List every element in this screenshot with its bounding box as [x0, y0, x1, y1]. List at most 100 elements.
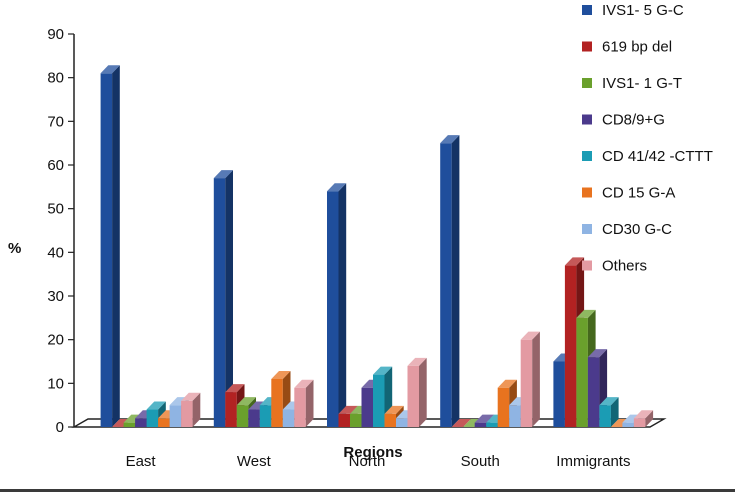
bar — [213, 170, 233, 427]
bars — [100, 65, 654, 428]
bar-front — [146, 409, 159, 427]
bar-side — [645, 410, 654, 427]
bar-top — [338, 405, 358, 414]
y-tick-label: 60 — [47, 157, 64, 174]
bar — [181, 392, 201, 427]
bar-front — [520, 339, 533, 427]
bar-front — [294, 387, 306, 427]
bar-top — [520, 331, 540, 340]
bar-front — [248, 409, 260, 427]
legend-swatch — [582, 78, 592, 88]
bar-front — [440, 143, 452, 427]
bar — [599, 397, 619, 427]
bar-side — [451, 135, 460, 427]
bar-front — [271, 378, 283, 427]
bar-side — [305, 379, 314, 427]
bar-front — [396, 418, 408, 427]
x-tick-label: South — [461, 453, 500, 470]
legend-swatch — [582, 151, 592, 161]
bar-top — [181, 392, 201, 401]
legend-item: Others — [582, 258, 647, 275]
bar-top — [271, 370, 291, 379]
bar-top — [599, 397, 619, 406]
bar-front — [486, 422, 498, 427]
legend-item: CD8/9+G — [582, 112, 665, 129]
legend-item: CD30 G-C — [582, 221, 672, 238]
bar-front — [282, 409, 295, 427]
bar-front — [633, 418, 646, 427]
y-tick-label: 20 — [47, 332, 64, 349]
bar-top — [440, 135, 460, 144]
bar-front — [384, 413, 396, 427]
bar-side — [192, 392, 201, 427]
legend-label: Others — [602, 258, 647, 275]
y-tick-label: 40 — [47, 244, 64, 261]
x-tick-label: East — [126, 453, 157, 470]
bar-top — [373, 366, 393, 375]
bar — [327, 183, 347, 427]
legend-swatch — [582, 5, 592, 15]
bar-front — [213, 178, 226, 427]
bar-front — [587, 357, 600, 427]
legend-label: IVS1- 5 G-C — [602, 2, 684, 19]
legend-label: CD30 G-C — [602, 221, 672, 238]
bar-front — [100, 73, 113, 428]
bar-top — [146, 401, 166, 410]
bar-front — [135, 418, 147, 427]
bar-front — [564, 265, 577, 427]
bar-side — [610, 397, 619, 427]
legend-label: IVS1- 1 G-T — [602, 75, 682, 92]
bar — [451, 419, 471, 427]
y-tick-label: 50 — [47, 201, 64, 218]
bar-top — [407, 357, 427, 366]
y-tick-label: 90 — [47, 26, 64, 43]
bar-front — [553, 361, 565, 427]
bar — [520, 331, 540, 427]
x-tick-label: Immigrants — [556, 453, 630, 470]
bar-top — [236, 397, 256, 406]
bar-top — [213, 170, 233, 179]
legend-label: CD8/9+G — [602, 112, 665, 129]
legend-item: CD 15 G-A — [582, 185, 675, 202]
legend-item: 619 bp del — [582, 39, 672, 56]
bar-front — [497, 387, 510, 427]
bar-front — [259, 405, 272, 427]
bar-front — [474, 422, 487, 427]
y-tick-label: 80 — [47, 70, 64, 87]
legend: IVS1- 5 G-C 619 bp del IVS1- 1 G-T CD8/9+G C… — [582, 2, 713, 275]
bar-front — [236, 405, 249, 427]
bar-front — [338, 413, 350, 427]
y-tick-label: 10 — [47, 375, 64, 392]
bar-front — [225, 392, 237, 427]
y-axis-label: % — [8, 240, 21, 257]
bar-front — [622, 422, 634, 427]
bar-side — [225, 170, 233, 427]
bar-top — [451, 419, 471, 427]
bar-side — [338, 183, 347, 427]
bar-top — [587, 349, 608, 358]
legend-item: IVS1- 5 G-C — [582, 2, 684, 19]
bar-front — [327, 191, 339, 427]
bar-front — [373, 374, 385, 427]
legend-label: 619 bp del — [602, 39, 672, 56]
bar — [100, 65, 120, 428]
bar-front — [407, 365, 419, 427]
bar-front — [123, 422, 136, 427]
bar-front — [350, 413, 362, 427]
bar-front — [599, 405, 611, 427]
y-axis: 0 10 20 30 40 50 60 70 80 90 — [47, 26, 75, 436]
legend-swatch — [582, 260, 592, 271]
bar-front — [169, 405, 182, 427]
legend-label: CD 41/42 -CTTT — [602, 148, 713, 165]
x-tick-label: West — [237, 453, 272, 470]
bar — [294, 379, 314, 427]
legend-swatch — [582, 187, 592, 198]
bar-front — [181, 400, 193, 427]
bar — [407, 357, 427, 427]
legend-label: CD 15 G-A — [602, 185, 675, 202]
bar-top — [633, 410, 654, 419]
bar-top — [576, 309, 596, 318]
bar — [440, 135, 460, 427]
bar-top — [327, 183, 347, 192]
